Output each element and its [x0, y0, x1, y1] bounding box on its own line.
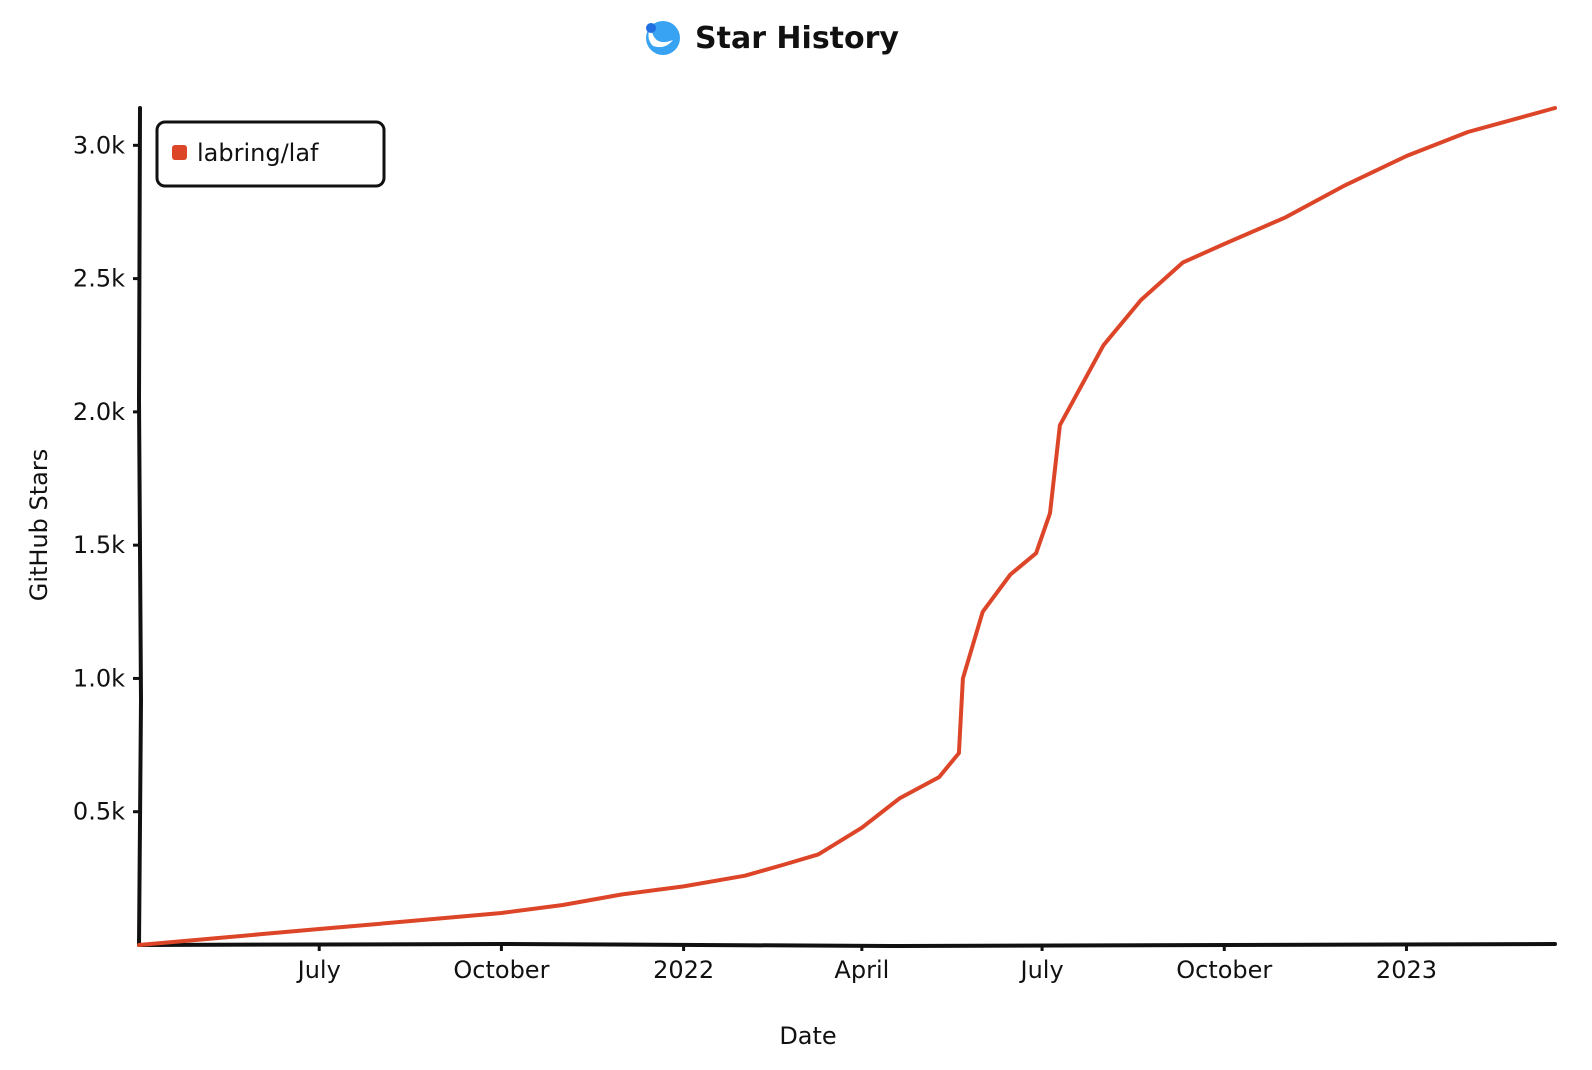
x-tick-label: October — [1176, 956, 1272, 984]
y-tick-label: 1.5k — [73, 531, 125, 559]
series-point — [817, 853, 820, 856]
x-tick-label: July — [1018, 956, 1063, 984]
series-point — [1284, 216, 1287, 219]
series-point — [1405, 155, 1408, 157]
series-point — [1466, 131, 1469, 133]
series-point — [1554, 107, 1556, 109]
legend-label: labring/laf — [197, 139, 319, 167]
y-axis-label: GitHub Stars — [25, 449, 53, 602]
x-ticks: July October 2022 April July October 2023 — [296, 945, 1437, 984]
series-point — [1223, 242, 1226, 245]
x-tick-label: April — [834, 956, 889, 984]
legend: labring/laf — [155, 120, 386, 188]
legend-swatch — [172, 145, 187, 160]
series-point — [957, 752, 960, 755]
series-point — [561, 904, 564, 906]
y-tick-label: 2.5k — [73, 265, 125, 293]
series-point — [981, 610, 984, 613]
series-point — [1049, 512, 1051, 515]
series-point — [379, 922, 382, 925]
series-point — [898, 797, 901, 800]
series-point — [258, 933, 261, 936]
y-tick-label: 1.0k — [73, 664, 125, 692]
series-point — [197, 938, 200, 941]
y-tick-label: 2.0k — [73, 398, 125, 426]
series-point — [621, 893, 624, 896]
series-point — [441, 917, 443, 920]
star-history-logo-icon — [646, 21, 680, 55]
series-point — [1344, 184, 1347, 187]
legend-box — [155, 120, 386, 188]
series-point — [1181, 261, 1184, 264]
series-line — [137, 106, 1557, 947]
series-point — [138, 944, 140, 946]
y-tick-label: 3.0k — [73, 131, 125, 159]
y-axis-line — [136, 106, 144, 947]
series-point — [1058, 424, 1061, 427]
x-axis-line — [137, 941, 1557, 949]
x-axis-label: Date — [779, 1022, 836, 1050]
series-point — [682, 885, 685, 888]
series-point — [781, 864, 784, 866]
series-point — [318, 928, 321, 930]
series-point — [860, 826, 863, 829]
series-point — [1102, 344, 1105, 347]
series-point — [1009, 573, 1012, 576]
series-point — [500, 912, 503, 914]
series-layer — [137, 106, 1557, 947]
series-point — [938, 776, 941, 779]
series-point — [961, 677, 964, 680]
axes — [136, 106, 1557, 949]
x-tick-label: October — [453, 956, 549, 984]
chart-title-group: Star History — [646, 21, 899, 56]
x-tick-label: 2022 — [653, 956, 714, 984]
series-point — [1035, 552, 1038, 555]
series-point — [744, 874, 746, 877]
x-tick-label: 2023 — [1376, 956, 1437, 984]
x-tick-label: July — [296, 956, 341, 984]
chart-title: Star History — [695, 21, 899, 56]
y-ticks: 0.5k 1.0k 1.5k 2.0k 2.5k 3.0k — [73, 131, 139, 826]
series-point — [1140, 298, 1143, 301]
y-tick-label: 0.5k — [73, 798, 125, 826]
